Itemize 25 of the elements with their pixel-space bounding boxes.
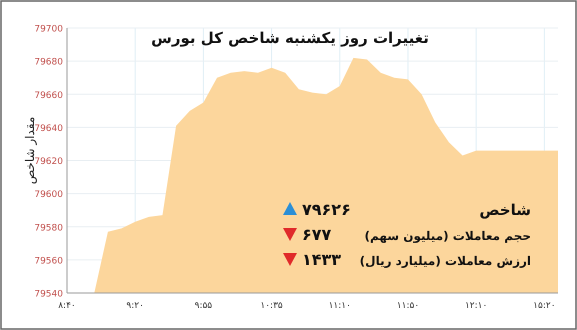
y-tick-label: 79540 xyxy=(34,290,64,300)
chart-title: تغییرات روز یکشنبه شاخص کل بورس xyxy=(151,29,429,47)
y-tick-label: 79640 xyxy=(34,124,64,134)
x-tick-label: ۱۱:۱۰ xyxy=(328,301,351,311)
x-tick-label: ۱۵:۲۰ xyxy=(533,301,556,311)
x-tick-label: ۹:۲۰ xyxy=(126,301,144,311)
annotation: حجم معاملات (میلیون سهم) xyxy=(364,229,531,243)
y-tick-label: 79700 xyxy=(34,24,64,34)
annotation: ۷۹۶۲۶ xyxy=(302,200,351,219)
y-tick-label: 79620 xyxy=(34,157,64,167)
y-tick-label: 79580 xyxy=(34,223,64,234)
annotation: شاخص xyxy=(479,201,531,219)
annotation: ۶۷۷ xyxy=(302,225,332,244)
y-tick-label: 79560 xyxy=(34,256,64,266)
x-tick-label: ۱۱:۵۰ xyxy=(396,301,420,311)
x-tick-label: ۹:۵۵ xyxy=(194,301,212,311)
x-tick-label: ۱۲:۱۰ xyxy=(464,301,488,311)
annotation: ارزش معاملات (میلیارد ریال) xyxy=(360,254,531,268)
y-tick-label: 79660 xyxy=(34,90,64,101)
x-tick-label: ۸:۴۰ xyxy=(58,301,76,311)
y-tick-label: 79600 xyxy=(34,190,64,200)
x-tick-label: ۱۰:۳۵ xyxy=(260,301,283,311)
y-tick-label: 79680 xyxy=(34,58,64,68)
annotation: ۱۴۳۳ xyxy=(302,250,342,269)
y-axis-title: مقدار شاخص xyxy=(23,116,37,184)
